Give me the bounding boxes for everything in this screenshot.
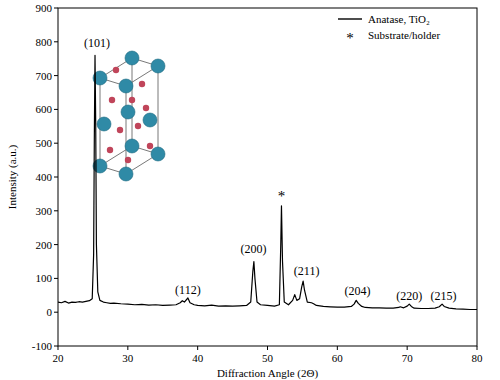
x-tick-label: 80 [472,352,484,364]
legend-swatch [338,18,362,19]
y-axis-label: Intensity (a.u.) [6,144,19,209]
peak-label: (211) [294,264,320,278]
y-tick [54,177,58,178]
cell-edge [158,66,159,154]
x-tick [58,346,59,350]
titanium-atom [151,59,165,73]
peak-label: (215) [430,289,456,303]
plot-frame [58,8,477,346]
peak-label: (101) [84,36,110,50]
titanium-atom [143,113,157,127]
y-tick [54,346,58,347]
plot-area [58,55,477,309]
oxygen-atom [135,123,141,129]
x-tick-label: 70 [402,352,414,364]
titanium-atom [119,167,133,181]
x-tick [127,346,128,350]
x-tick [477,346,478,350]
y-tick-label: -100 [32,340,53,352]
legend-symbol: * [346,30,354,46]
oxygen-atom [107,147,113,153]
y-tick [54,41,58,42]
oxygen-atom [109,97,115,103]
x-tick-label: 40 [192,352,204,364]
oxygen-atom [143,105,149,111]
titanium-atom [151,147,165,161]
x-tick-label: 60 [332,352,344,364]
oxygen-atom [147,143,153,149]
data-line [58,55,477,309]
legend-label: Substrate/holder [368,29,440,41]
y-tick [54,312,58,313]
y-tick-label: 800 [36,36,53,48]
y-tick [54,143,58,144]
x-tick [407,346,408,350]
titanium-atom [121,105,135,119]
legend-label: Anatase, TiO₂ [368,13,430,25]
oxygen-atom [125,157,131,163]
y-tick-label: 400 [36,171,53,183]
y-tick [54,210,58,211]
oxygen-atom [117,127,123,133]
y-tick [54,244,58,245]
oxygen-atom [113,67,119,73]
x-tick-label: 50 [262,352,274,364]
y-tick-label: 0 [47,306,53,318]
titanium-atom [97,117,111,131]
y-tick-label: 300 [36,205,53,217]
y-tick [54,278,58,279]
y-tick-label: 900 [36,2,53,14]
y-tick-label: 200 [36,239,53,251]
y-tick [54,8,58,9]
peak-label: (112) [175,283,201,297]
titanium-atom [93,159,107,173]
peak-label: (220) [396,289,422,303]
x-tick [267,346,268,350]
oxygen-atom [139,81,145,87]
y-tick-label: 600 [36,103,53,115]
x-tick-label: 30 [122,352,134,364]
y-tick-label: 700 [36,70,53,82]
peak-label: (200) [241,242,267,256]
x-tick [197,346,198,350]
titanium-atom [125,51,139,65]
titanium-atom [119,79,133,93]
y-tick [54,109,58,110]
x-tick-label: 20 [53,352,65,364]
x-axis-label: Diffraction Angle (2Θ) [217,367,319,380]
oxygen-atom [129,97,135,103]
peak-label: * [278,188,286,204]
crystal-inset [93,51,165,181]
peak-label: (204) [345,284,371,298]
chart: 20 30 40 50 60 70 80 -100 0 100 200 300 400 500 600 700… [0,0,500,380]
y-tick-label: 100 [36,272,53,284]
x-tick [337,346,338,350]
y-tick-label: 500 [36,137,53,149]
titanium-atom [125,139,139,153]
y-tick [54,75,58,76]
